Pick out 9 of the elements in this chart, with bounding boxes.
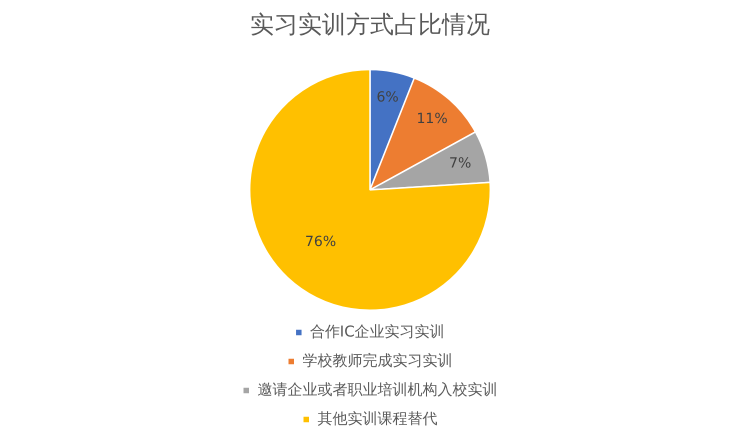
data-label: 76% [305,234,336,250]
legend-label: 合作IC企业实习实训 [310,322,445,340]
legend-label: 邀请企业或者职业培训机构入校实训 [257,380,498,398]
data-label: 6% [376,89,399,106]
legend-label: 其他实训课程替代 [317,409,438,428]
data-label: 11% [416,111,448,128]
chart-title: 实习实训方式占比情况 [250,10,490,39]
data-label: 7% [449,155,472,172]
legend-label: 学校教师完成实习实训 [302,351,452,370]
